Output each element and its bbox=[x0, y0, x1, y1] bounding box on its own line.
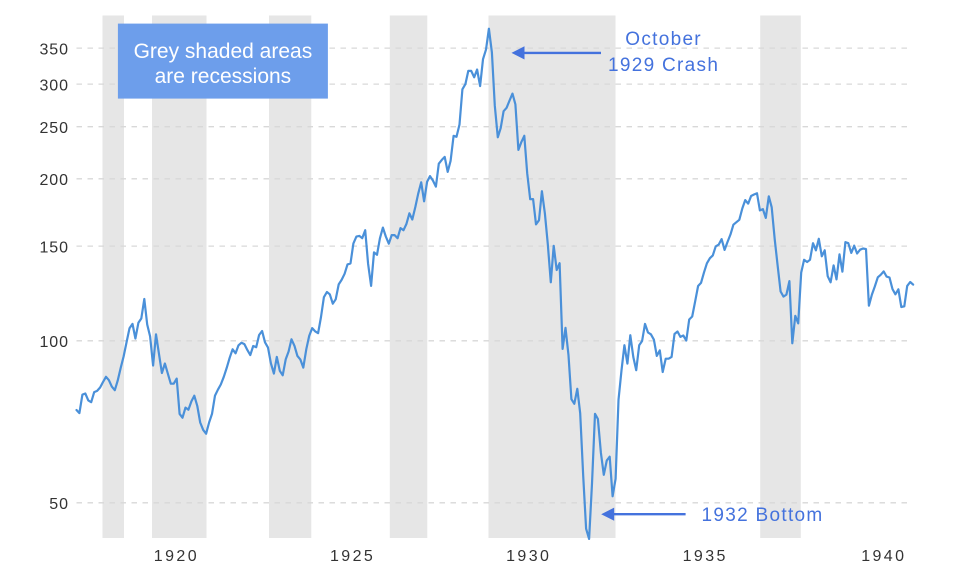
svg-text:are recessions: are recessions bbox=[155, 65, 292, 88]
svg-text:300: 300 bbox=[39, 77, 68, 94]
svg-text:October: October bbox=[625, 29, 702, 50]
svg-text:150: 150 bbox=[39, 239, 68, 256]
svg-text:1932 Bottom: 1932 Bottom bbox=[702, 505, 824, 526]
svg-text:1935: 1935 bbox=[683, 548, 728, 565]
svg-text:250: 250 bbox=[39, 120, 68, 137]
svg-text:1925: 1925 bbox=[330, 548, 375, 565]
svg-text:100: 100 bbox=[39, 334, 68, 351]
svg-text:200: 200 bbox=[39, 172, 68, 189]
svg-text:1920: 1920 bbox=[154, 548, 199, 565]
svg-text:350: 350 bbox=[39, 41, 68, 58]
svg-text:1940: 1940 bbox=[861, 548, 906, 565]
svg-text:1929 Crash: 1929 Crash bbox=[608, 55, 719, 76]
svg-text:Grey shaded areas: Grey shaded areas bbox=[134, 40, 313, 63]
svg-text:50: 50 bbox=[49, 496, 69, 513]
svg-text:1930: 1930 bbox=[506, 548, 551, 565]
